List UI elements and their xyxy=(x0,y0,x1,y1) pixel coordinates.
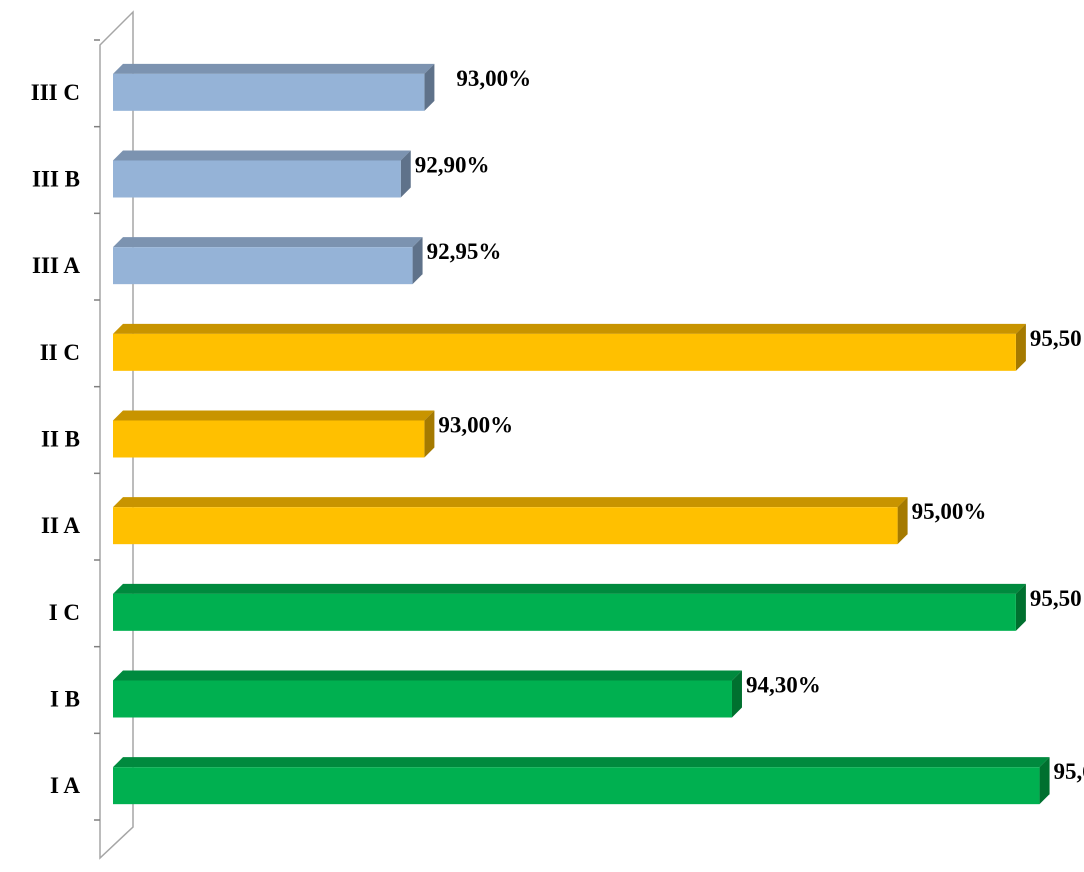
data-label: 92,90% xyxy=(415,153,490,178)
bar-top-face xyxy=(113,757,1050,768)
category-label: I A xyxy=(50,773,80,798)
bar-top-face xyxy=(113,150,411,161)
bar-top-face xyxy=(113,237,423,248)
data-label: 95,60% xyxy=(1054,759,1084,784)
bars xyxy=(113,63,1050,805)
category-label: II A xyxy=(41,513,80,538)
bar-side-face xyxy=(1015,583,1026,631)
bar-top-face xyxy=(113,670,742,681)
data-label: 93,00% xyxy=(456,66,531,91)
bar-i-a xyxy=(113,757,1050,805)
category-label: II C xyxy=(40,340,80,365)
bar-front-face xyxy=(113,333,1016,371)
bar-top-face xyxy=(113,497,908,508)
category-label: III C xyxy=(31,80,80,105)
bar-top-face xyxy=(113,323,1026,334)
bar-iii-c xyxy=(113,63,435,111)
category-label: II B xyxy=(41,427,80,452)
bar-iii-b xyxy=(113,150,411,198)
bar-top-face xyxy=(113,410,435,421)
bar-side-face xyxy=(400,150,411,198)
bar-i-c xyxy=(113,583,1026,631)
bar-front-face xyxy=(113,73,425,111)
bar-front-face xyxy=(113,160,401,198)
bar-iii-a xyxy=(113,237,423,285)
category-label: III B xyxy=(32,167,80,192)
bar-side-face xyxy=(424,63,435,111)
bar-top-face xyxy=(113,63,435,74)
category-label: I C xyxy=(49,600,80,625)
data-label: 95,50% xyxy=(1030,326,1084,351)
data-label: 94,30% xyxy=(746,673,821,698)
bar-front-face xyxy=(113,593,1016,631)
labels: 95,60% I A 94,30% I B 95,50% I C 95,00% II A 93,… xyxy=(31,66,1084,798)
bar-top-face xyxy=(113,583,1026,594)
bar-side-face xyxy=(897,497,908,545)
bar-side-face xyxy=(1039,757,1050,805)
data-label: 93,00% xyxy=(438,413,513,438)
data-label: 92,95% xyxy=(427,239,502,264)
bar-ii-a xyxy=(113,497,908,545)
bar-front-face xyxy=(113,680,732,718)
bar-side-face xyxy=(731,670,742,718)
bar-ii-b xyxy=(113,410,435,458)
data-label: 95,50% xyxy=(1030,586,1084,611)
category-label: I B xyxy=(50,687,80,712)
category-label: III A xyxy=(32,253,80,278)
bar-i-b xyxy=(113,670,742,718)
bar-front-face xyxy=(113,420,425,458)
data-label: 95,00% xyxy=(912,499,987,524)
bar-front-face xyxy=(113,507,898,545)
bar-front-face xyxy=(113,247,413,285)
bar-front-face xyxy=(113,767,1040,805)
bar-ii-c xyxy=(113,323,1026,371)
bar-side-face xyxy=(1015,323,1026,371)
bar-side-face xyxy=(412,237,423,285)
bar-side-face xyxy=(424,410,435,458)
